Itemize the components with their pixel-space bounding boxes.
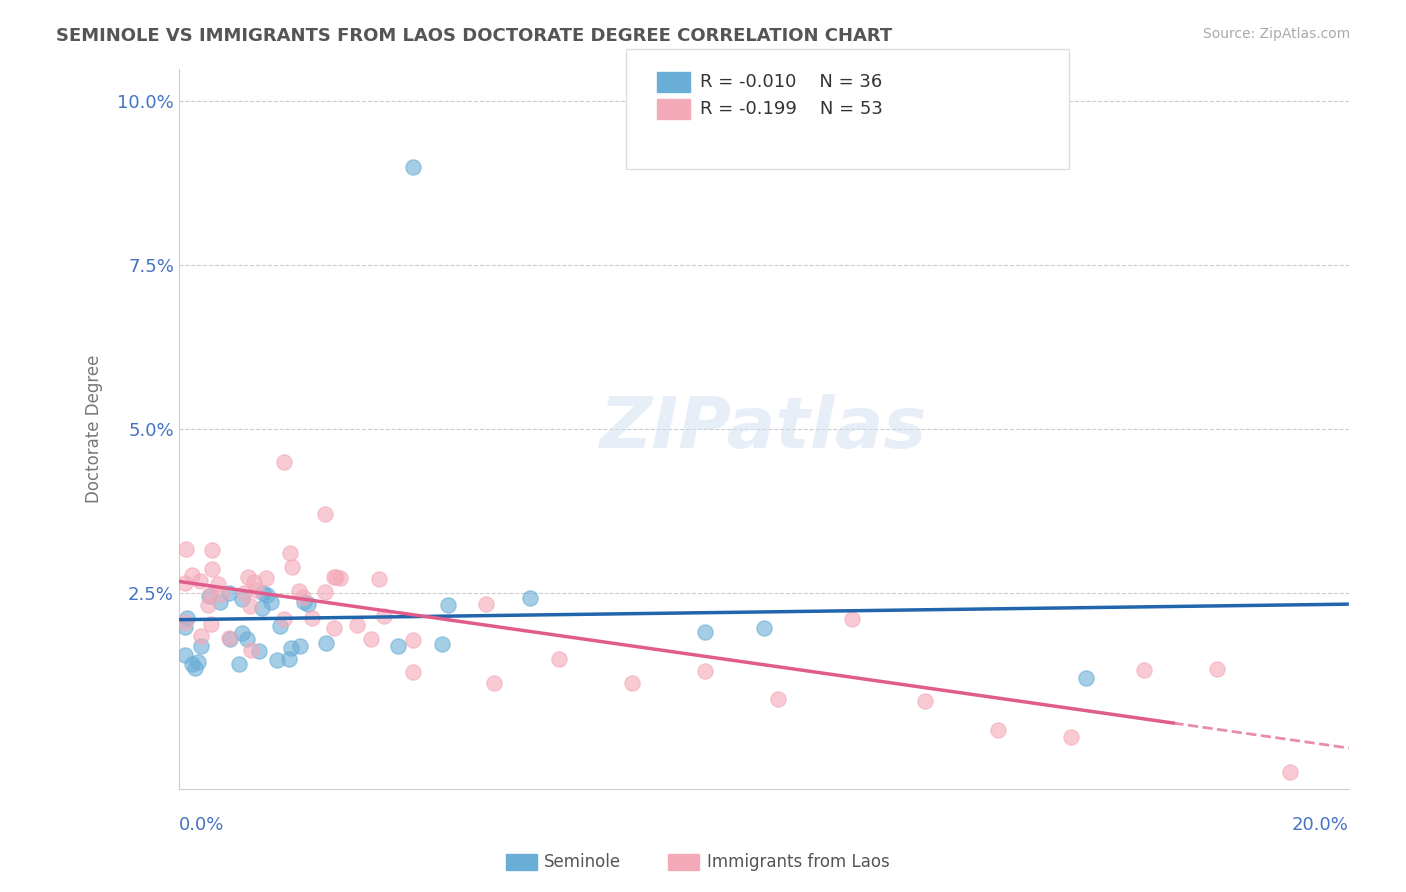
- Point: [281, 560, 304, 574]
- Point: [292, 595, 315, 609]
- Point: [1206, 662, 1229, 676]
- Point: [200, 616, 222, 631]
- Point: [297, 597, 319, 611]
- Text: R = -0.010    N = 36: R = -0.010 N = 36: [700, 73, 883, 91]
- Point: [914, 694, 936, 708]
- Point: [519, 591, 541, 606]
- Point: [181, 657, 204, 671]
- Point: [188, 574, 211, 588]
- Point: [173, 648, 195, 662]
- Point: [208, 595, 231, 609]
- Point: [197, 598, 219, 612]
- Point: [1279, 764, 1302, 779]
- Point: [695, 624, 717, 639]
- Point: [201, 562, 224, 576]
- Point: [278, 546, 301, 560]
- Point: [201, 543, 224, 558]
- Point: [198, 590, 221, 604]
- Text: 20.0%: 20.0%: [1292, 815, 1348, 834]
- Point: [1074, 671, 1097, 685]
- Point: [1060, 731, 1083, 745]
- Text: ZIPatlas: ZIPatlas: [600, 394, 928, 464]
- Point: [346, 618, 368, 632]
- Point: [621, 675, 644, 690]
- Point: [198, 588, 221, 602]
- Point: [548, 652, 571, 666]
- Point: [273, 455, 295, 469]
- Point: [402, 160, 425, 174]
- Point: [236, 632, 259, 646]
- Point: [190, 629, 212, 643]
- Text: Source: ZipAtlas.com: Source: ZipAtlas.com: [1202, 27, 1350, 41]
- Point: [987, 723, 1010, 738]
- Point: [243, 575, 266, 590]
- Point: [250, 601, 273, 615]
- Text: 0.0%: 0.0%: [179, 815, 224, 834]
- Point: [260, 595, 283, 609]
- Point: [841, 612, 863, 626]
- Point: [174, 541, 197, 556]
- Point: [273, 612, 295, 626]
- Point: [187, 655, 209, 669]
- Point: [329, 571, 352, 585]
- Point: [430, 637, 453, 651]
- Point: [1133, 663, 1156, 677]
- Point: [768, 692, 790, 706]
- Point: [314, 585, 336, 599]
- Point: [209, 587, 232, 601]
- Point: [173, 615, 195, 629]
- Point: [236, 569, 259, 583]
- Point: [387, 639, 409, 653]
- Point: [323, 622, 346, 636]
- Point: [239, 599, 262, 613]
- Point: [256, 588, 278, 602]
- Y-axis label: Doctorate Degree: Doctorate Degree: [86, 355, 103, 503]
- Point: [173, 620, 195, 634]
- Point: [219, 632, 242, 647]
- Point: [280, 640, 302, 655]
- Point: [291, 590, 314, 604]
- Point: [322, 570, 344, 584]
- Point: [249, 644, 271, 658]
- Point: [325, 569, 347, 583]
- Point: [254, 571, 277, 585]
- Text: Seminole: Seminole: [544, 853, 621, 871]
- Point: [269, 619, 291, 633]
- Text: Immigrants from Laos: Immigrants from Laos: [707, 853, 890, 871]
- Point: [231, 626, 253, 640]
- Point: [475, 597, 498, 611]
- Point: [277, 651, 299, 665]
- Point: [184, 660, 207, 674]
- Point: [240, 643, 263, 657]
- Point: [288, 639, 311, 653]
- Point: [190, 639, 212, 653]
- Point: [373, 608, 395, 623]
- Point: [367, 572, 389, 586]
- Text: SEMINOLE VS IMMIGRANTS FROM LAOS DOCTORATE DEGREE CORRELATION CHART: SEMINOLE VS IMMIGRANTS FROM LAOS DOCTORA…: [56, 27, 893, 45]
- Point: [218, 586, 240, 600]
- Point: [752, 621, 775, 635]
- Point: [228, 657, 250, 672]
- Point: [180, 567, 202, 582]
- Point: [314, 507, 336, 521]
- Point: [245, 582, 267, 597]
- Point: [232, 586, 254, 600]
- Point: [173, 575, 195, 590]
- Point: [695, 665, 717, 679]
- Point: [482, 675, 505, 690]
- Point: [266, 653, 288, 667]
- Point: [402, 665, 425, 680]
- Point: [207, 577, 229, 591]
- Point: [287, 583, 309, 598]
- Point: [437, 598, 460, 612]
- Point: [402, 633, 425, 648]
- Point: [252, 586, 274, 600]
- Point: [231, 592, 253, 607]
- Point: [360, 632, 382, 646]
- Point: [176, 611, 198, 625]
- Point: [301, 611, 323, 625]
- Text: R = -0.199    N = 53: R = -0.199 N = 53: [700, 100, 883, 118]
- Point: [218, 632, 240, 646]
- Point: [315, 636, 337, 650]
